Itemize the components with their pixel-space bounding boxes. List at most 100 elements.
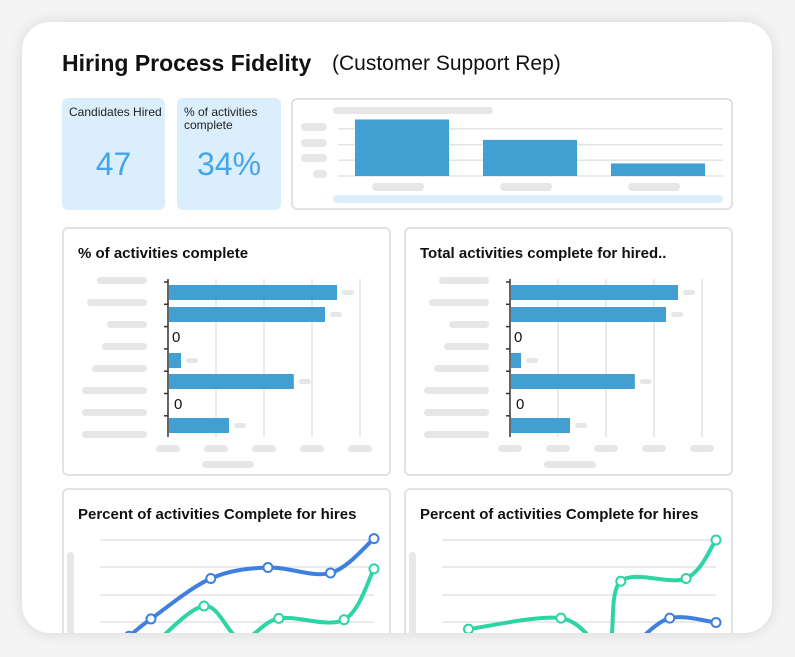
percent-complete-line-chart-left[interactable]: Percent of activities Complete for hires <box>62 488 391 633</box>
y-label-placeholder <box>82 409 147 416</box>
y-label-placeholder <box>87 299 147 306</box>
data-label-placeholder <box>575 423 588 428</box>
zero-data-label: 0 <box>516 396 524 413</box>
data-point-marker <box>262 562 274 573</box>
bar <box>483 139 577 176</box>
chart-svg <box>67 533 380 633</box>
x-axis-title-placeholder <box>544 461 596 468</box>
bar <box>169 418 229 433</box>
data-point-marker <box>124 630 134 633</box>
chart-svg: 00 <box>82 277 372 468</box>
y-label-placeholder <box>92 365 147 372</box>
data-point-marker <box>338 614 350 626</box>
data-point-marker <box>710 617 722 628</box>
x-tick-placeholder <box>372 183 424 191</box>
zero-data-label: 0 <box>514 329 522 346</box>
y-label-placeholder <box>97 277 147 284</box>
y-label-placeholder <box>434 365 489 372</box>
chart-title: Total activities complete for hired.. <box>420 245 667 262</box>
data-point-marker <box>368 533 380 545</box>
data-label-placeholder <box>639 379 652 384</box>
kpi-value: 34% <box>196 146 262 182</box>
y-tick-placeholder <box>301 139 327 147</box>
kpi-candidates-hired[interactable]: Candidates Hired 47 <box>62 98 165 210</box>
x-tick-placeholder <box>300 445 324 452</box>
x-tick-placeholder <box>628 183 680 191</box>
scrollbar <box>409 552 416 633</box>
data-label-placeholder <box>671 312 684 317</box>
data-label-placeholder <box>298 379 311 384</box>
data-label-placeholder <box>526 358 539 363</box>
y-tick-placeholder <box>301 154 327 162</box>
data-point-marker <box>710 534 722 546</box>
data-point-marker <box>680 573 692 584</box>
data-point-marker <box>205 573 217 584</box>
data-point-marker <box>368 563 380 575</box>
y-label-placeholder <box>424 387 489 394</box>
dashboard-card: Hiring Process Fidelity (Customer Suppor… <box>22 22 772 633</box>
kpi-label: Candidates Hired <box>69 105 162 119</box>
x-tick-placeholder <box>348 445 372 452</box>
data-label-placeholder <box>342 290 354 295</box>
data-label-placeholder <box>234 423 246 428</box>
chart-title: Percent of activities Complete for hires <box>78 506 357 523</box>
y-label-placeholder <box>449 321 489 328</box>
y-tick-placeholder <box>313 170 327 178</box>
bar <box>511 418 571 433</box>
y-label-placeholder <box>82 431 147 438</box>
chart-title: Percent of activities Complete for hires <box>420 506 699 523</box>
data-label-placeholder <box>683 290 696 295</box>
data-label-placeholder <box>186 358 198 363</box>
x-tick-placeholder <box>594 445 618 452</box>
page-title: Hiring Process Fidelity <box>62 50 312 76</box>
percent-complete-line-chart-right[interactable]: Percent of activities Complete for hires <box>404 488 733 633</box>
kpi-value: 47 <box>95 146 132 182</box>
data-point-marker <box>615 575 627 587</box>
y-label-placeholder <box>102 343 147 350</box>
data-point-marker <box>273 612 285 624</box>
bar <box>169 285 337 300</box>
scrollbar <box>333 195 723 203</box>
x-tick-placeholder <box>204 445 228 452</box>
bar <box>511 307 667 322</box>
chart-svg: 00 <box>424 277 714 468</box>
chart-svg <box>409 534 722 633</box>
page-subtitle: (Customer Support Rep) <box>332 52 561 75</box>
data-point-marker <box>462 623 474 633</box>
data-point-marker <box>198 600 210 612</box>
data-point-marker <box>664 612 676 624</box>
x-tick-placeholder <box>498 445 522 452</box>
x-tick-placeholder <box>252 445 276 452</box>
bar <box>511 285 679 300</box>
x-tick-placeholder <box>156 445 180 452</box>
bar <box>511 353 522 368</box>
zero-data-label: 0 <box>174 396 182 413</box>
data-point-marker <box>145 613 157 625</box>
series-line-blue <box>129 536 376 633</box>
chart-svg <box>301 107 723 203</box>
data-point-marker <box>324 567 336 579</box>
bar <box>511 374 635 389</box>
y-label-placeholder <box>82 387 147 394</box>
y-label-placeholder <box>107 321 147 328</box>
bar <box>169 307 325 322</box>
chart-title-placeholder <box>333 107 493 114</box>
kpi-label: % of activities complete <box>184 105 258 132</box>
y-label-placeholder <box>424 409 489 416</box>
bar <box>169 353 181 368</box>
y-label-placeholder <box>429 299 489 306</box>
x-axis-title-placeholder <box>202 461 254 468</box>
x-tick-placeholder <box>546 445 570 452</box>
top-bar-chart[interactable] <box>291 98 733 210</box>
data-label-placeholder <box>330 312 342 317</box>
bar <box>355 119 449 176</box>
zero-data-label: 0 <box>172 329 180 346</box>
bar <box>169 374 294 389</box>
y-tick-placeholder <box>301 123 327 131</box>
scrollbar <box>67 552 74 633</box>
kpi-activities-complete[interactable]: % of activities complete 34% <box>177 98 281 210</box>
data-point-marker <box>555 612 567 624</box>
x-tick-placeholder <box>500 183 552 191</box>
